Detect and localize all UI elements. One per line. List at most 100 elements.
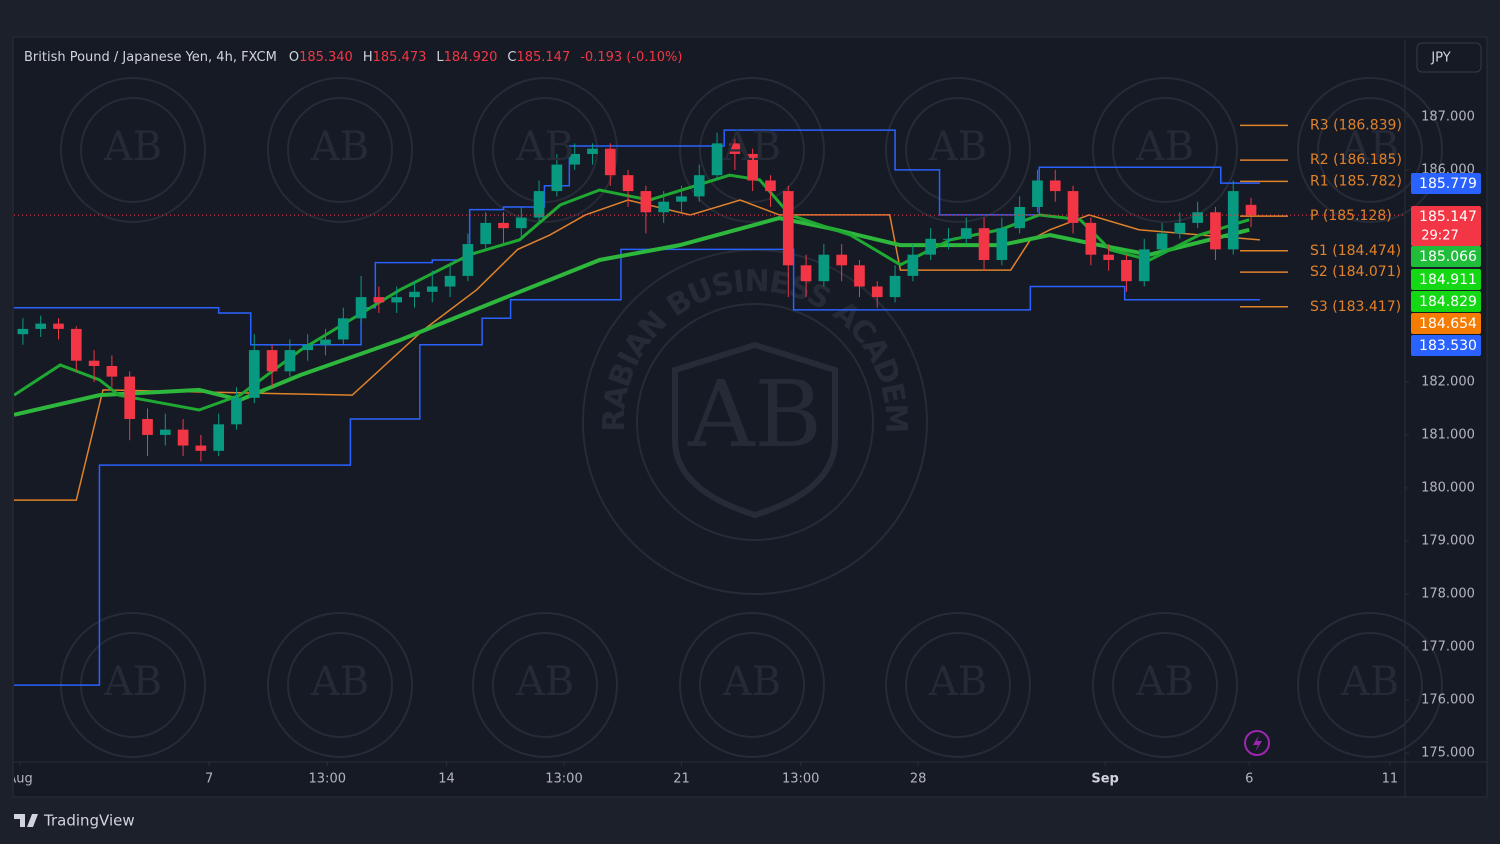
x-tick-label: Sep xyxy=(1091,772,1119,787)
watermark-text: AB xyxy=(1135,659,1194,705)
candle-body xyxy=(1032,180,1043,207)
watermark-text: AB xyxy=(687,361,822,468)
candle-body xyxy=(889,275,901,298)
candle-body xyxy=(88,360,100,367)
candle-body xyxy=(480,222,492,245)
candle-body xyxy=(1103,254,1114,260)
candle-body xyxy=(284,350,296,372)
candle-body xyxy=(747,153,759,181)
x-tick-label: 7 xyxy=(205,772,213,787)
pivot-label: R3 (186.839) xyxy=(1310,117,1402,133)
candle-body xyxy=(70,328,82,361)
watermark-ring xyxy=(80,97,186,203)
candle-body xyxy=(800,265,812,282)
ohlc-key: H xyxy=(363,50,373,65)
candle-body xyxy=(711,143,723,176)
pivot-label: S2 (184.071) xyxy=(1310,264,1401,280)
price-label: 184.829 xyxy=(1419,294,1477,310)
candle-body xyxy=(960,228,972,239)
watermark-ring xyxy=(699,632,805,738)
watermark-ring xyxy=(679,612,825,758)
watermark-ring xyxy=(60,77,206,223)
candle-body xyxy=(943,238,954,240)
candle-body xyxy=(498,222,509,229)
y-tick-label: 177.000 xyxy=(1421,639,1475,654)
watermark-ring xyxy=(636,303,874,541)
x-tick-label: 21 xyxy=(673,772,690,787)
candle-body xyxy=(266,350,278,372)
candle-body xyxy=(17,328,29,335)
price-label: 185.779 xyxy=(1419,176,1477,192)
candle-body xyxy=(587,148,598,154)
candle-body xyxy=(782,191,794,266)
candle-body xyxy=(515,217,527,229)
candle-body xyxy=(426,286,438,292)
price-label-box xyxy=(1411,335,1481,356)
watermark-ring xyxy=(472,77,618,223)
watermark-ring xyxy=(1297,77,1443,223)
countdown: 29:27 xyxy=(1421,229,1458,244)
candle-body xyxy=(658,201,670,213)
candle-body xyxy=(337,318,349,340)
price-label-box xyxy=(1411,269,1481,290)
alert-bolt xyxy=(1253,735,1262,752)
watermark-ring xyxy=(1092,612,1238,758)
candle-body xyxy=(907,254,919,276)
candle-body xyxy=(533,191,545,218)
ohlc-key: C xyxy=(507,50,516,65)
watermark-text: AB xyxy=(310,659,369,705)
y-tick-label: 180.000 xyxy=(1421,480,1475,495)
candle-body xyxy=(320,339,331,345)
watermark-ring xyxy=(885,77,1031,223)
candle-body xyxy=(676,196,687,202)
candle-body xyxy=(604,148,616,176)
ohlc-key: O xyxy=(289,50,299,65)
candle-body xyxy=(124,376,136,420)
candle-body xyxy=(729,143,741,154)
x-tick-label: 13:00 xyxy=(309,772,346,787)
price-label-box xyxy=(1411,206,1481,246)
x-tick-label: 14 xyxy=(438,772,455,787)
x-axis-labels: Aug 7 13:00 14 13:00 21 13:00 28 Sep 6 11 xyxy=(7,762,1398,787)
y-tick-label: 179.000 xyxy=(1421,533,1475,548)
watermark-ring xyxy=(267,612,413,758)
y-tick-label: 187.000 xyxy=(1421,109,1475,124)
candle-body xyxy=(854,265,865,287)
pivot-label: R1 (185.782) xyxy=(1310,173,1402,189)
candle-body xyxy=(1156,233,1168,250)
y-tick-label: 182.000 xyxy=(1421,374,1475,389)
currency-label[interactable]: JPY xyxy=(1430,51,1450,66)
candle-body xyxy=(1067,191,1079,223)
x-tick-label: Aug xyxy=(7,772,32,787)
x-tick-label: 13:00 xyxy=(782,772,819,787)
x-tick-label: 6 xyxy=(1245,772,1253,787)
candle-body xyxy=(53,323,64,329)
candle-body xyxy=(355,297,367,319)
watermark-text: AB xyxy=(515,659,574,705)
ohlc-value: 185.147 xyxy=(516,50,570,65)
price-label: 184.911 xyxy=(1419,272,1477,288)
price-label: 184.654 xyxy=(1419,316,1477,332)
x-tick-label: 28 xyxy=(910,772,927,787)
alert-icon[interactable] xyxy=(1244,730,1270,756)
candle-body xyxy=(1014,206,1025,229)
pivot-label: P (185.128) xyxy=(1310,208,1392,224)
watermark-text: AB xyxy=(722,659,781,705)
candle-body xyxy=(1121,259,1132,282)
candle-body xyxy=(569,153,581,165)
watermark-ring xyxy=(287,97,393,203)
currency-button[interactable] xyxy=(1416,42,1482,73)
candle-body xyxy=(213,424,225,451)
price-label-box xyxy=(1411,246,1481,267)
candle-body xyxy=(195,445,207,451)
watermark-text: AB xyxy=(1340,659,1399,705)
watermark-ring xyxy=(287,632,393,738)
watermark-ring xyxy=(1092,77,1238,223)
candle-body xyxy=(1210,212,1221,250)
indicator-line xyxy=(14,216,1250,417)
watermark-ring xyxy=(492,632,598,738)
candle-body xyxy=(925,238,936,255)
candle-body xyxy=(1192,212,1203,223)
